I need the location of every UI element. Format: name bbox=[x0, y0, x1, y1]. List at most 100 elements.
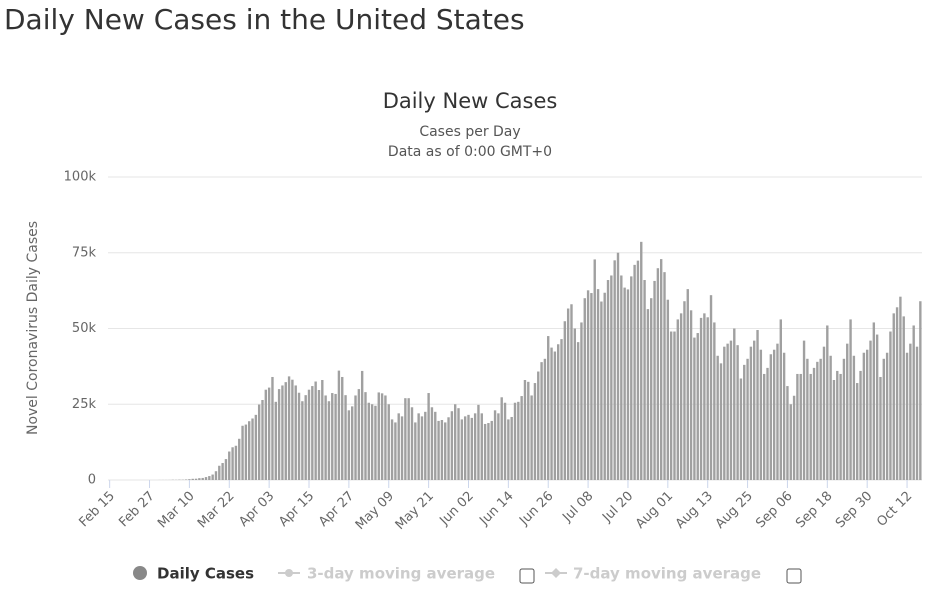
bar bbox=[663, 272, 666, 480]
bar bbox=[257, 404, 261, 480]
bar bbox=[517, 401, 520, 480]
bar bbox=[513, 402, 517, 480]
bar bbox=[321, 380, 324, 480]
bar bbox=[500, 397, 503, 480]
bar bbox=[593, 259, 596, 480]
checkbox[interactable] bbox=[519, 568, 535, 584]
bar bbox=[673, 331, 676, 480]
bar bbox=[659, 259, 663, 480]
x-tick-label: Sep 18 bbox=[793, 489, 836, 532]
bar bbox=[264, 389, 268, 480]
chart-subtitle: Cases per Day bbox=[419, 124, 520, 140]
bar bbox=[713, 322, 716, 480]
legend-entry[interactable]: 7-day moving average bbox=[573, 565, 761, 583]
bar bbox=[909, 343, 912, 480]
bar bbox=[344, 395, 347, 480]
bar bbox=[184, 479, 188, 480]
bar bbox=[380, 393, 384, 480]
legend-entry[interactable]: Daily Cases bbox=[157, 565, 254, 583]
bar bbox=[553, 351, 557, 480]
bar bbox=[434, 411, 437, 480]
bar bbox=[679, 313, 683, 480]
bar bbox=[390, 419, 394, 480]
bar bbox=[400, 416, 404, 480]
bar bbox=[603, 292, 606, 480]
bar bbox=[849, 319, 852, 480]
bar bbox=[417, 413, 420, 480]
bar bbox=[520, 396, 523, 480]
bar bbox=[875, 334, 879, 480]
bar bbox=[397, 413, 400, 480]
bar bbox=[806, 358, 809, 480]
bar bbox=[792, 395, 796, 480]
bar bbox=[291, 379, 294, 480]
x-tick-label: Aug 01 bbox=[633, 489, 676, 532]
bar bbox=[669, 331, 673, 480]
bar bbox=[626, 289, 630, 480]
checkbox[interactable] bbox=[786, 568, 802, 584]
bar bbox=[410, 407, 414, 480]
bar bbox=[437, 420, 440, 480]
bar bbox=[706, 317, 709, 480]
x-tick-label: Aug 25 bbox=[713, 489, 756, 532]
bar bbox=[228, 451, 231, 480]
bar bbox=[470, 417, 474, 480]
bar bbox=[646, 309, 650, 480]
y-tick-label: 25k bbox=[72, 397, 97, 412]
bar bbox=[347, 410, 351, 480]
bar bbox=[301, 401, 304, 480]
bar bbox=[842, 358, 846, 480]
legend: Daily Cases 3-day moving average 7-day m… bbox=[133, 565, 802, 584]
bar bbox=[493, 410, 497, 480]
bar bbox=[759, 349, 763, 480]
bar bbox=[224, 459, 228, 480]
x-tick-label: Feb 27 bbox=[116, 489, 158, 531]
bar bbox=[281, 385, 284, 480]
legend-symbol bbox=[133, 566, 147, 580]
bar bbox=[852, 355, 856, 480]
bar bbox=[198, 478, 201, 480]
bar bbox=[753, 340, 756, 480]
bar bbox=[703, 313, 706, 480]
bar bbox=[271, 376, 274, 480]
bar bbox=[560, 339, 563, 480]
bar bbox=[314, 381, 317, 480]
bar bbox=[267, 387, 271, 480]
bar bbox=[633, 264, 636, 480]
bar bbox=[696, 333, 699, 480]
bar bbox=[503, 402, 507, 480]
bar bbox=[497, 413, 500, 480]
bar bbox=[583, 298, 586, 480]
bar bbox=[460, 419, 464, 480]
bar bbox=[636, 260, 640, 480]
bar bbox=[736, 345, 739, 480]
bar bbox=[394, 422, 397, 480]
bar bbox=[510, 416, 513, 480]
bar bbox=[719, 363, 723, 480]
bar bbox=[188, 479, 191, 480]
page-title: Daily New Cases in the United States bbox=[4, 3, 525, 36]
legend-entry[interactable]: 3-day moving average bbox=[307, 565, 495, 583]
bar bbox=[616, 252, 620, 480]
bar bbox=[274, 401, 277, 480]
bar bbox=[580, 322, 583, 480]
bar bbox=[683, 301, 686, 480]
bar bbox=[211, 474, 214, 480]
bar bbox=[287, 376, 291, 480]
bar bbox=[726, 343, 729, 480]
bar bbox=[487, 423, 490, 480]
bar bbox=[547, 336, 550, 480]
bar bbox=[447, 417, 450, 480]
bar bbox=[733, 328, 736, 480]
bar bbox=[530, 395, 533, 480]
y-tick-label: 100k bbox=[64, 170, 97, 185]
bar bbox=[543, 358, 547, 480]
bar bbox=[812, 367, 816, 480]
bar bbox=[467, 414, 470, 480]
bar bbox=[723, 346, 726, 480]
bar bbox=[370, 404, 374, 480]
bar bbox=[234, 445, 238, 480]
bar bbox=[453, 404, 457, 480]
bar bbox=[244, 424, 248, 480]
